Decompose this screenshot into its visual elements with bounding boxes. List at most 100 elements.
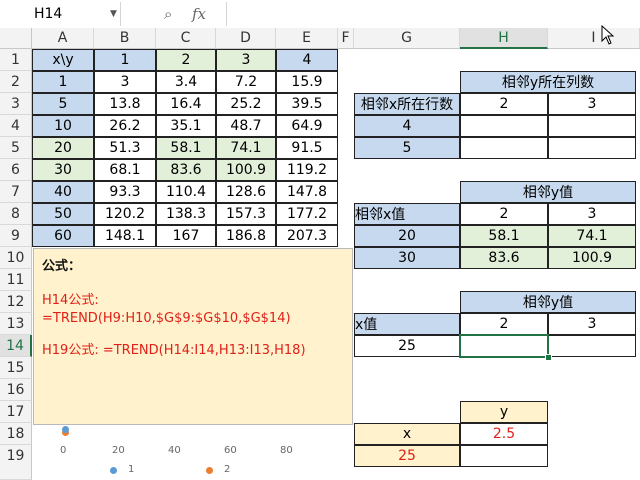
table-cell[interactable]: 35.1 (156, 115, 216, 137)
table4-result[interactable] (460, 445, 548, 467)
table-cell[interactable]: 100.9 (216, 159, 276, 181)
column-header-d[interactable]: D (216, 28, 276, 49)
row-header-13[interactable]: 13 (0, 313, 32, 335)
name-box[interactable]: H14 ▼ (0, 2, 121, 26)
table2-x-30[interactable]: 30 (354, 247, 460, 269)
table1-col-i[interactable]: 3 (548, 93, 636, 115)
formula-input[interactable] (226, 2, 640, 26)
table-header-cell[interactable]: x\y (32, 49, 94, 71)
table-cell[interactable]: 110.4 (156, 181, 216, 203)
row-header-7[interactable]: 7 (0, 181, 32, 203)
table-cell[interactable]: 138.3 (156, 203, 216, 225)
row-header-1[interactable]: 1 (0, 49, 32, 71)
table-cell[interactable]: 39.5 (276, 93, 338, 115)
formula-note[interactable]: 公式： H14公式: =TREND(H9:H10,$G$9:$G$10,$G$1… (33, 248, 353, 425)
table1-label[interactable]: 相邻x所在行数 (354, 93, 460, 115)
table-cell[interactable]: 74.1 (216, 137, 276, 159)
table-cell[interactable]: 3.4 (156, 71, 216, 93)
table-cell[interactable]: 7.2 (216, 71, 276, 93)
table2-title[interactable]: 相邻y值 (460, 181, 636, 203)
table2-label[interactable]: 相邻x值 (354, 203, 460, 225)
table3-label[interactable]: x值 (354, 313, 460, 335)
table-cell[interactable]: 13.8 (94, 93, 156, 115)
row-header-4[interactable]: 4 (0, 115, 32, 137)
table3-x-value[interactable]: 25 (354, 335, 460, 357)
column-header-c[interactable]: C (156, 28, 216, 49)
table2-cell[interactable]: 83.6 (460, 247, 548, 269)
table-cell[interactable]: 147.8 (276, 181, 338, 203)
table-cell[interactable]: 93.3 (94, 181, 156, 203)
chart[interactable]: 0 20 40 60 80 1 2 (38, 425, 338, 480)
table1-cell[interactable] (460, 137, 548, 159)
table-x-cell[interactable]: 20 (32, 137, 94, 159)
table-cell[interactable]: 207.3 (276, 225, 338, 247)
row-header-11[interactable]: 11 (0, 269, 32, 291)
table-cell[interactable]: 157.3 (216, 203, 276, 225)
table-cell[interactable]: 15.9 (276, 71, 338, 93)
row-header-18[interactable]: 18 (0, 423, 32, 445)
column-header-h[interactable]: H (460, 28, 548, 49)
table1-cell[interactable] (460, 115, 548, 137)
table-cell[interactable]: 3 (94, 71, 156, 93)
table-cell[interactable]: 51.3 (94, 137, 156, 159)
row-header-12[interactable]: 12 (0, 291, 32, 313)
column-header-i[interactable]: I (548, 28, 640, 49)
table-cell[interactable]: 91.5 (276, 137, 338, 159)
table3-col-h[interactable]: 2 (460, 313, 548, 335)
table-cell[interactable]: 58.1 (156, 137, 216, 159)
active-cell-h14[interactable] (459, 334, 549, 358)
table2-x-20[interactable]: 20 (354, 225, 460, 247)
table4-y-value[interactable]: 2.5 (460, 423, 548, 445)
fill-handle[interactable] (545, 354, 552, 361)
row-header-19[interactable]: 19 (0, 445, 32, 480)
table2-cell[interactable]: 74.1 (548, 225, 636, 247)
table-cell[interactable]: 68.1 (94, 159, 156, 181)
row-header-9[interactable]: 9 (0, 225, 32, 247)
table-x-cell[interactable]: 5 (32, 93, 94, 115)
fx-icon[interactable]: fx (192, 5, 207, 23)
table-header-cell[interactable]: 1 (94, 49, 156, 71)
select-all-corner[interactable] (0, 28, 32, 49)
row-header-3[interactable]: 3 (0, 93, 32, 115)
table-cell[interactable]: 83.6 (156, 159, 216, 181)
table-x-cell[interactable]: 40 (32, 181, 94, 203)
zoom-icon[interactable]: ⌕ (164, 5, 173, 23)
table-x-cell[interactable]: 50 (32, 203, 94, 225)
table1-row-4[interactable]: 4 (354, 115, 460, 137)
row-header-2[interactable]: 2 (0, 71, 32, 93)
column-header-a[interactable]: A (32, 28, 94, 49)
row-header-17[interactable]: 17 (0, 401, 32, 423)
table-cell[interactable]: 120.2 (94, 203, 156, 225)
table-cell[interactable]: 177.2 (276, 203, 338, 225)
chevron-down-icon[interactable]: ▼ (110, 9, 117, 19)
table3-col-i[interactable]: 3 (548, 313, 636, 335)
table-cell[interactable]: 16.4 (156, 93, 216, 115)
row-header-5[interactable]: 5 (0, 137, 32, 159)
table4-x-header[interactable]: x (354, 423, 460, 445)
row-header-8[interactable]: 8 (0, 203, 32, 225)
table-x-cell[interactable]: 1 (32, 71, 94, 93)
table-cell[interactable]: 64.9 (276, 115, 338, 137)
table2-cell[interactable]: 100.9 (548, 247, 636, 269)
table-x-cell[interactable]: 30 (32, 159, 94, 181)
table1-row-5[interactable]: 5 (354, 137, 460, 159)
table-cell[interactable]: 48.7 (216, 115, 276, 137)
row-header-16[interactable]: 16 (0, 379, 32, 401)
column-header-b[interactable]: B (94, 28, 156, 49)
table3-cell[interactable] (548, 335, 636, 357)
table-header-cell[interactable]: 2 (156, 49, 216, 71)
table3-title[interactable]: 相邻y值 (460, 291, 636, 313)
column-header-f[interactable]: F (338, 28, 354, 49)
table-x-cell[interactable]: 60 (32, 225, 94, 247)
column-header-e[interactable]: E (276, 28, 338, 49)
row-header-15[interactable]: 15 (0, 357, 32, 379)
table-cell[interactable]: 167 (156, 225, 216, 247)
row-header-10[interactable]: 10 (0, 247, 32, 269)
table2-col-h[interactable]: 2 (460, 203, 548, 225)
table1-cell[interactable] (548, 137, 636, 159)
table4-x-value[interactable]: 25 (354, 445, 460, 467)
table-cell[interactable]: 25.2 (216, 93, 276, 115)
table4-y-header[interactable]: y (460, 401, 548, 423)
row-header-6[interactable]: 6 (0, 159, 32, 181)
table1-title[interactable]: 相邻y所在列数 (460, 71, 636, 93)
